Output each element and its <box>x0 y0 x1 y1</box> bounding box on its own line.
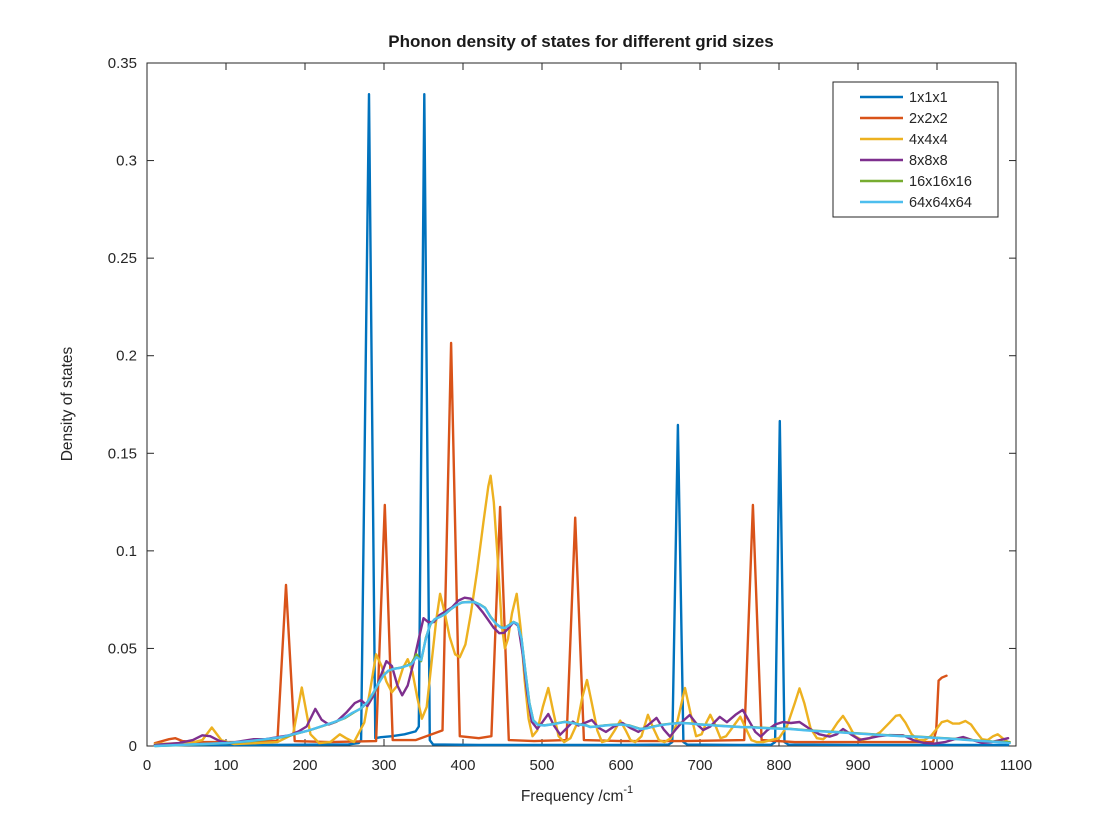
legend-entry-64x64x64: 64x64x64 <box>860 195 972 211</box>
x-tick-label: 200 <box>292 757 317 774</box>
legend-entry-1x1x1: 1x1x1 <box>860 90 948 106</box>
legend-entry-8x8x8: 8x8x8 <box>860 153 948 169</box>
series-layer <box>153 92 1011 748</box>
y-tick-label: 0.3 <box>116 153 137 170</box>
chart-title: Phonon density of states for different g… <box>388 32 773 51</box>
legend-label: 4x4x4 <box>909 132 948 148</box>
x-tick-label: 400 <box>450 757 475 774</box>
x-axis-label-base: Frequency /cm <box>521 788 624 805</box>
legend-box <box>832 81 999 218</box>
y-tick-label: 0 <box>129 738 137 755</box>
y-axis-label: Density of states <box>59 346 76 461</box>
x-tick-label: 700 <box>687 757 712 774</box>
x-tick-label: 1100 <box>1000 757 1032 774</box>
y-tick-label: 0.05 <box>108 640 137 657</box>
y-tick-label: 0.25 <box>108 250 137 267</box>
series-line-1x1x1 <box>153 92 1010 747</box>
legend-label: 8x8x8 <box>909 153 948 169</box>
legend-label: 1x1x1 <box>909 90 948 106</box>
x-axis-label: Frequency /cm-1 <box>521 784 633 805</box>
legend-label: 2x2x2 <box>909 111 948 127</box>
y-tick-label: 0.1 <box>116 543 137 560</box>
legend-label: 64x64x64 <box>909 195 972 211</box>
axes-layer: 0 100 200 300 400 500 600 700 800 900 1000 1100 0 0.0… <box>108 55 1032 774</box>
y-tick-label: 0.15 <box>108 445 137 462</box>
legend-entry-2x2x2: 2x2x2 <box>860 111 948 127</box>
x-tick-label: 800 <box>766 757 791 774</box>
y-tick-label: 0.35 <box>108 55 137 72</box>
x-tick-label: 900 <box>845 757 870 774</box>
y-tick-label: 0.2 <box>116 348 137 365</box>
x-tick-label: 300 <box>371 757 396 774</box>
legend: 1x1x1 2x2x2 4x4x4 8x8x8 16x16x16 64x64x64 <box>832 81 999 218</box>
x-tick-label: 600 <box>608 757 633 774</box>
x-axis-label-superscript: -1 <box>623 784 633 796</box>
x-tick-label: 500 <box>529 757 554 774</box>
x-tick-label: 100 <box>213 757 238 774</box>
series-line-64x64x64 <box>153 600 1011 748</box>
legend-entry-16x16x16: 16x16x16 <box>860 174 972 190</box>
series-line-8x8x8 <box>153 596 1010 747</box>
legend-label: 16x16x16 <box>909 174 972 190</box>
legend-entry-4x4x4: 4x4x4 <box>860 132 948 148</box>
x-tick-label: 0 <box>143 757 151 774</box>
x-tick-label: 1000 <box>920 757 953 774</box>
